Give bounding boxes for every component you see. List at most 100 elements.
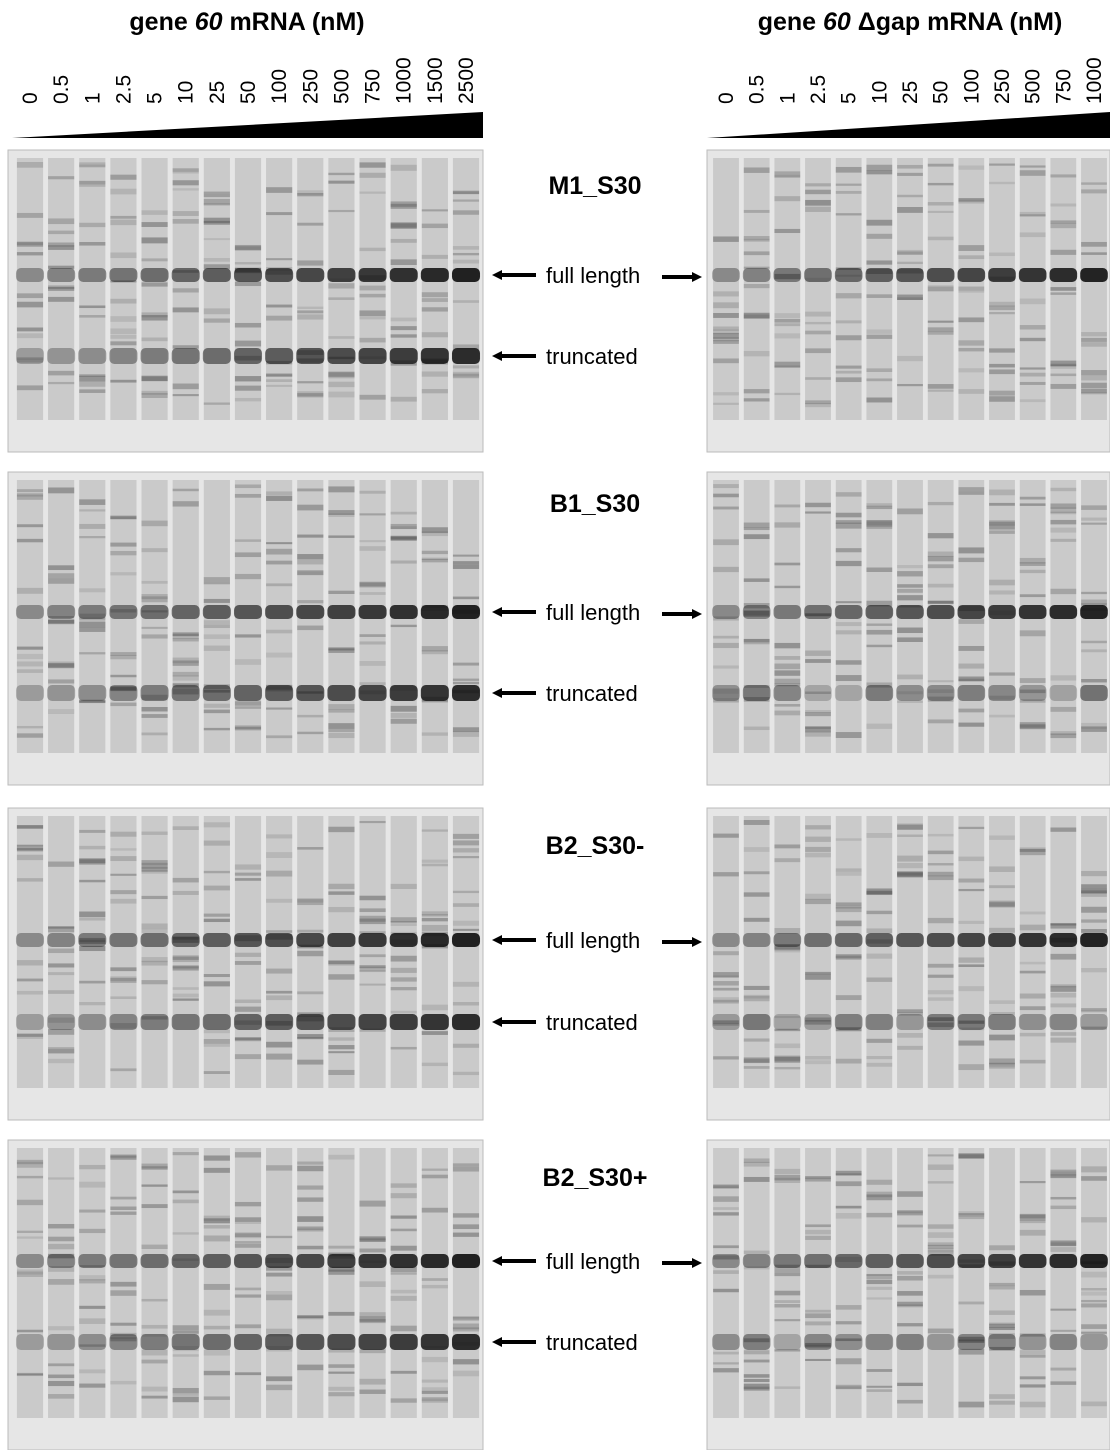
gel-band [328, 1245, 355, 1249]
title-part: 60 [823, 8, 851, 36]
gel-band [897, 627, 923, 634]
gel-band [927, 990, 954, 995]
gel-lane [713, 480, 739, 753]
gel-band [835, 995, 862, 1001]
gel-band [866, 164, 893, 171]
gel-band [359, 641, 386, 645]
gel-band [958, 986, 985, 992]
gel-band [713, 1255, 739, 1260]
gel-band [897, 691, 923, 695]
gel-band [927, 680, 954, 683]
gel-band [421, 732, 448, 736]
gel-band [805, 1056, 831, 1060]
gel-band [958, 722, 985, 727]
gel-band [452, 596, 480, 600]
gel-band [297, 381, 324, 384]
gel-band [927, 1022, 954, 1028]
gel-band [989, 311, 1015, 315]
gel-band [16, 494, 44, 500]
gel-band [359, 682, 386, 686]
gel-band [389, 1254, 418, 1268]
gel-band [1050, 487, 1077, 492]
gel-band [48, 679, 75, 684]
gel-lane [805, 158, 831, 420]
gel-band [1050, 1169, 1077, 1176]
gel-band [421, 1207, 448, 1213]
gel-band [834, 1334, 863, 1350]
gel-band [958, 856, 985, 862]
title-part: gene [129, 8, 194, 36]
gel-lane [359, 816, 386, 1088]
gel-band [957, 685, 986, 701]
gel-band [297, 899, 324, 906]
gel-lane [452, 816, 480, 1088]
gel-band [989, 1282, 1015, 1287]
gel-band [897, 872, 923, 876]
gel-band [743, 603, 770, 609]
gel-band [141, 375, 168, 382]
gel-band [773, 605, 802, 619]
gel-band [171, 348, 200, 364]
gel-band [835, 871, 862, 876]
gel-band [834, 1014, 863, 1030]
band-label: truncated [546, 681, 638, 706]
lane-label: 0 [19, 92, 42, 104]
gel-band [110, 977, 137, 983]
gel-band [421, 550, 448, 555]
gel-band [1019, 1181, 1046, 1184]
gel-band [141, 1333, 168, 1337]
gel-band [1081, 1026, 1107, 1030]
gel-band [141, 634, 168, 639]
gel-band [927, 1242, 954, 1246]
gel-band [359, 1378, 386, 1385]
title-part: Δgap mRNA (nM) [851, 8, 1062, 36]
gel-band [390, 238, 417, 243]
gel-band [452, 856, 480, 859]
gel-band [234, 244, 262, 251]
gel-band [390, 396, 417, 402]
gel-band [171, 685, 200, 701]
gel-band [234, 952, 262, 957]
gel-band [713, 1362, 739, 1365]
gel-band [1081, 392, 1107, 395]
gel-band [866, 260, 893, 265]
gel-band [79, 374, 106, 377]
gel-band [421, 1168, 448, 1171]
gel-lane [713, 816, 739, 1088]
gel-band [897, 1009, 923, 1013]
gel-lane [16, 1148, 44, 1418]
gel-band [1019, 1384, 1046, 1388]
gel-band [1081, 1271, 1107, 1278]
gel-band [743, 1250, 770, 1254]
gel-band [48, 487, 75, 494]
gel-band [452, 371, 480, 377]
gel-band [958, 708, 985, 713]
gel-band [203, 1043, 230, 1047]
gel-band [1080, 1014, 1108, 1030]
gel-band [48, 990, 75, 994]
gel-band [712, 1334, 740, 1350]
gel-band [989, 305, 1015, 311]
gel-band [140, 268, 169, 282]
gel-band [835, 522, 862, 529]
gel-band [1081, 602, 1107, 606]
gel-lane [713, 158, 739, 420]
gel-band [421, 527, 448, 534]
gel-band [897, 1382, 923, 1387]
gel-band [16, 960, 44, 966]
gel-band [958, 1027, 985, 1031]
gel-band [233, 348, 263, 364]
gel-panel [706, 807, 1110, 1121]
gel-band [866, 397, 893, 403]
gel-band [712, 685, 740, 701]
gel-band [957, 1254, 986, 1268]
gel-band [866, 219, 893, 226]
concentration-wedge [707, 112, 1110, 138]
gel-band [1019, 724, 1046, 730]
gel-band [1081, 1166, 1107, 1173]
gel-band [328, 960, 355, 965]
gel-band [109, 1254, 138, 1268]
gel-band [1049, 1334, 1078, 1350]
lane-label: 750 [1052, 69, 1075, 104]
gel-band [233, 685, 263, 701]
